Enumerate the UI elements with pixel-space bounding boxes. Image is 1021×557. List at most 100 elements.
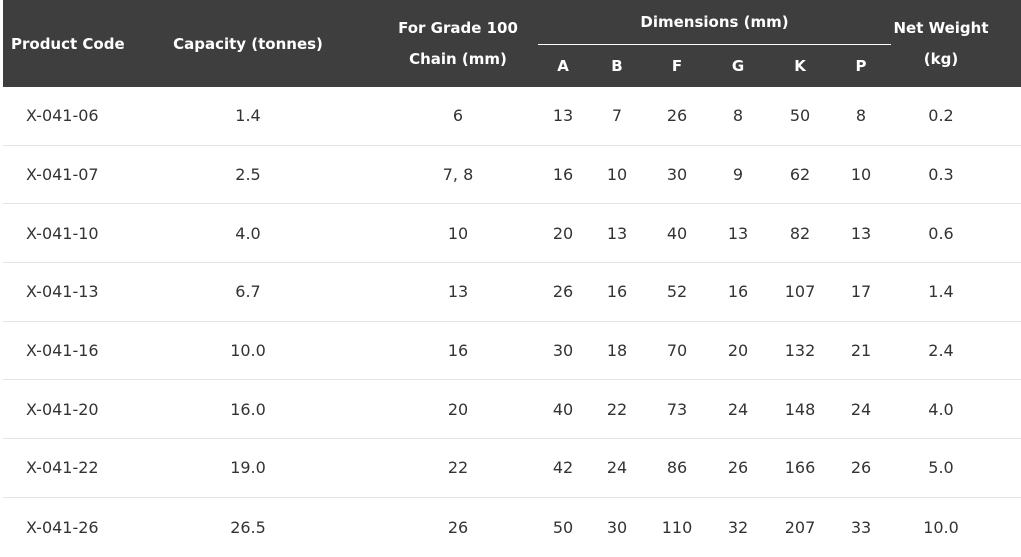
cell-dim-a: 50 <box>552 517 574 537</box>
cell-capacity: 2.5 <box>235 165 261 185</box>
cell-dim-p: 21 <box>850 341 872 361</box>
cell-dim-a: 26 <box>552 282 574 302</box>
spec-table: Product Code Capacity (tonnes) For Grade… <box>3 0 1021 557</box>
cell-dim-b: 10 <box>606 165 628 185</box>
cell-product-code: X-041-06 <box>26 106 99 126</box>
table-row: X-041-07 2.5 7, 8 16 10 30 9 62 10 0.3 <box>3 146 1021 205</box>
cell-product-code: X-041-22 <box>26 458 99 478</box>
cell-chain: 13 <box>447 282 469 302</box>
cell-chain: 6 <box>452 106 464 126</box>
cell-dim-g: 24 <box>727 399 749 419</box>
cell-product-code: X-041-10 <box>26 223 99 243</box>
header-weight-line1: Net Weight <box>893 19 989 37</box>
cell-chain: 16 <box>447 341 469 361</box>
cell-dim-b: 7 <box>611 106 623 126</box>
header-dim-k: K <box>794 57 806 75</box>
cell-dim-b: 22 <box>606 399 628 419</box>
header-capacity: Capacity (tonnes) <box>173 35 323 53</box>
cell-chain: 22 <box>447 458 469 478</box>
cell-dim-a: 40 <box>552 399 574 419</box>
cell-capacity: 16.0 <box>230 399 266 419</box>
cell-dim-k: 166 <box>784 458 816 478</box>
cell-dim-a: 20 <box>552 223 574 243</box>
cell-dim-f: 110 <box>661 517 693 537</box>
cell-capacity: 4.0 <box>235 223 261 243</box>
header-dimensions: Dimensions (mm) <box>640 13 789 31</box>
header-dim-f: F <box>671 57 683 75</box>
cell-dim-b: 18 <box>606 341 628 361</box>
cell-chain: 20 <box>447 399 469 419</box>
cell-dim-g: 16 <box>727 282 749 302</box>
cell-dim-g: 9 <box>732 165 744 185</box>
table-body: X-041-06 1.4 6 13 7 26 8 50 8 0.2 X-041-… <box>3 87 1021 557</box>
cell-weight: 1.4 <box>928 282 954 302</box>
cell-dim-k: 50 <box>789 106 811 126</box>
cell-dim-a: 16 <box>552 165 574 185</box>
table-row: X-041-13 6.7 13 26 16 52 16 107 17 1.4 <box>3 263 1021 322</box>
cell-dim-b: 13 <box>606 223 628 243</box>
cell-dim-f: 73 <box>666 399 688 419</box>
table-row: X-041-26 26.5 26 50 30 110 32 207 33 10.… <box>3 498 1021 557</box>
header-dim-p: P <box>855 57 867 75</box>
cell-dim-k: 207 <box>784 517 816 537</box>
dimensions-divider <box>538 44 891 45</box>
cell-capacity: 19.0 <box>230 458 266 478</box>
cell-chain: 7, 8 <box>442 165 474 185</box>
cell-dim-f: 52 <box>666 282 688 302</box>
header-grade-line1: For Grade 100 <box>398 19 518 37</box>
cell-dim-k: 132 <box>784 341 816 361</box>
cell-dim-k: 107 <box>784 282 816 302</box>
cell-weight: 10.0 <box>923 517 959 537</box>
table-header: Product Code Capacity (tonnes) For Grade… <box>3 0 1021 87</box>
table-row: X-041-06 1.4 6 13 7 26 8 50 8 0.2 <box>3 87 1021 146</box>
cell-product-code: X-041-07 <box>26 165 99 185</box>
header-dim-a: A <box>557 57 569 75</box>
cell-weight: 4.0 <box>928 399 954 419</box>
cell-dim-p: 8 <box>855 106 867 126</box>
cell-product-code: X-041-16 <box>26 341 99 361</box>
header-weight-line2: (kg) <box>923 50 959 68</box>
cell-dim-b: 16 <box>606 282 628 302</box>
cell-dim-g: 32 <box>727 517 749 537</box>
table-row: X-041-22 19.0 22 42 24 86 26 166 26 5.0 <box>3 439 1021 498</box>
cell-dim-p: 26 <box>850 458 872 478</box>
cell-product-code: X-041-26 <box>26 517 99 537</box>
cell-dim-b: 30 <box>606 517 628 537</box>
table-row: X-041-16 10.0 16 30 18 70 20 132 21 2.4 <box>3 322 1021 381</box>
cell-dim-f: 70 <box>666 341 688 361</box>
cell-dim-f: 26 <box>666 106 688 126</box>
cell-weight: 5.0 <box>928 458 954 478</box>
cell-dim-p: 24 <box>850 399 872 419</box>
cell-dim-k: 148 <box>784 399 816 419</box>
cell-capacity: 10.0 <box>230 341 266 361</box>
cell-weight: 2.4 <box>928 341 954 361</box>
cell-dim-b: 24 <box>606 458 628 478</box>
cell-weight: 0.3 <box>928 165 954 185</box>
cell-dim-g: 20 <box>727 341 749 361</box>
cell-chain: 10 <box>447 223 469 243</box>
header-product-code: Product Code <box>11 35 125 53</box>
cell-dim-p: 10 <box>850 165 872 185</box>
cell-dim-g: 26 <box>727 458 749 478</box>
cell-dim-a: 30 <box>552 341 574 361</box>
table-row: X-041-10 4.0 10 20 13 40 13 82 13 0.6 <box>3 204 1021 264</box>
cell-dim-a: 42 <box>552 458 574 478</box>
cell-dim-g: 13 <box>727 223 749 243</box>
cell-product-code: X-041-20 <box>26 399 99 419</box>
cell-dim-k: 82 <box>789 223 811 243</box>
cell-dim-f: 40 <box>666 223 688 243</box>
cell-dim-f: 86 <box>666 458 688 478</box>
header-dim-g: G <box>731 57 745 75</box>
cell-dim-p: 13 <box>850 223 872 243</box>
cell-product-code: X-041-13 <box>26 282 99 302</box>
cell-weight: 0.6 <box>928 223 954 243</box>
header-grade-line2: Chain (mm) <box>409 50 507 68</box>
cell-weight: 0.2 <box>928 106 954 126</box>
header-dim-b: B <box>611 57 623 75</box>
cell-dim-p: 17 <box>850 282 872 302</box>
cell-capacity: 6.7 <box>235 282 261 302</box>
cell-capacity: 26.5 <box>230 517 266 537</box>
cell-chain: 26 <box>447 517 469 537</box>
cell-dim-k: 62 <box>789 165 811 185</box>
cell-dim-a: 13 <box>552 106 574 126</box>
